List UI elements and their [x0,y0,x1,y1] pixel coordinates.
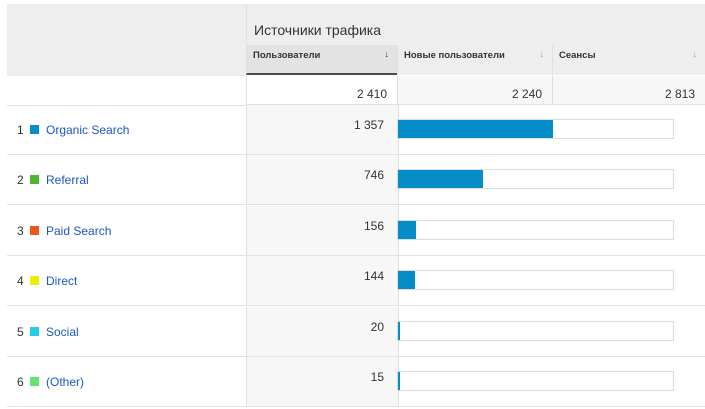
column-label: Новые пользователи [404,50,505,61]
row-value: 156 [363,218,384,233]
row-value: 20 [370,319,384,334]
group-header: Источники трафика [246,4,705,45]
row-index: 3 [17,223,24,238]
total-value: 2 410 [356,87,387,101]
bar-track [397,219,674,240]
row-link[interactable]: Organic Search [46,123,130,137]
row-value: 144 [363,269,384,284]
column-header-new-users[interactable]: Новые пользователи ↓ [397,45,552,75]
bar-fill [398,170,484,189]
value-cell: 746 [246,155,399,205]
group-title: Источники трафика [254,22,382,38]
bar-track [397,371,674,391]
row-value: 15 [370,370,384,384]
sort-arrow-icon[interactable]: ↓ [384,49,390,59]
row-index: 4 [17,274,24,289]
value-cell: 15 [246,357,399,406]
total-new-users: 2 240 [397,76,552,105]
sort-arrow-icon[interactable]: ↓ [539,49,545,59]
dimension-header [7,4,246,77]
column-header-users[interactable]: Пользователи ↓ [246,45,397,75]
total-value: 2 813 [664,87,695,101]
row-link[interactable]: Direct [46,274,78,289]
value-cell: 1 357 [246,105,399,154]
dimension-total-cell [7,76,246,106]
row-link[interactable]: Referral [46,173,89,188]
column-label: Пользователи [253,50,321,61]
table-row: 1 Organic Search 1 357 [7,105,705,155]
sort-arrow-icon[interactable]: ↓ [692,49,698,59]
bar-track [397,320,674,341]
row-index: 2 [17,173,24,188]
value-cell: 144 [246,256,399,306]
legend-swatch-icon [30,377,39,386]
row-value: 1 357 [353,118,384,132]
row-value: 746 [363,168,384,183]
bar-fill [398,220,416,239]
column-label: Сеансы [559,50,596,61]
row-link[interactable]: Paid Search [46,223,112,238]
bar-fill [398,120,553,138]
table-row: 5 Social 20 [7,306,705,357]
row-index: 5 [17,324,24,339]
row-link[interactable]: Social [46,324,79,339]
legend-swatch-icon [30,125,39,134]
total-value: 2 240 [511,87,542,101]
table-row: 4 Direct 144 [7,256,705,307]
value-cell: 156 [246,205,399,255]
bar-fill [398,372,400,390]
table-row: 6 (Other) 15 [7,357,705,407]
row-index: 6 [17,375,24,389]
bar-track [397,169,674,190]
row-link[interactable]: (Other) [46,375,85,389]
legend-swatch-icon [30,175,39,185]
bar-fill [398,271,415,290]
total-users: 2 410 [246,76,397,105]
bar-track [397,270,674,291]
total-sessions: 2 813 [552,76,705,105]
bar-track [397,119,674,139]
value-cell: 20 [246,306,399,356]
table-row: 3 Paid Search 156 [7,205,705,256]
column-header-sessions[interactable]: Сеансы ↓ [552,45,705,75]
bar-fill [398,321,401,340]
legend-swatch-icon [30,326,39,336]
legend-swatch-icon [30,225,39,235]
legend-swatch-icon [30,276,39,286]
table-row: 2 Referral 746 [7,155,705,206]
row-index: 1 [17,123,24,137]
